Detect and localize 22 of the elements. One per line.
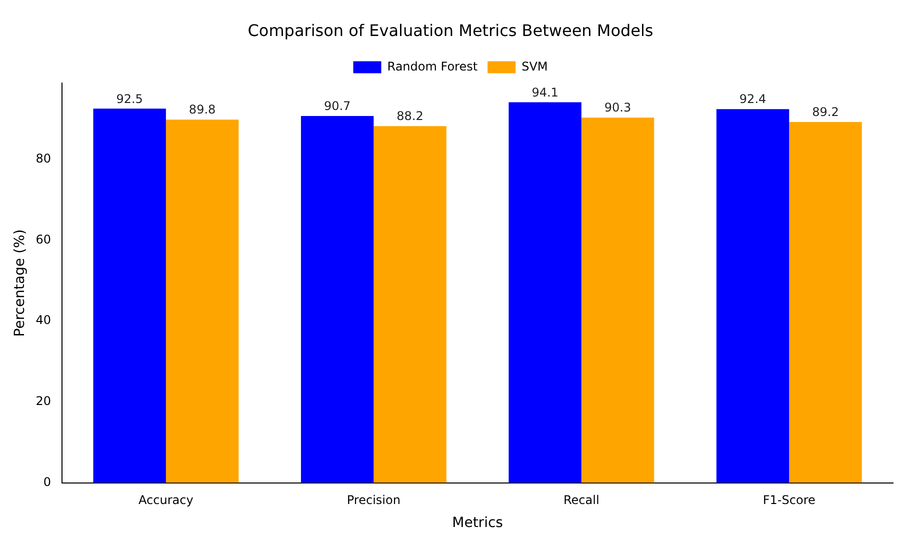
y-tick-label: 80	[36, 151, 52, 166]
data-label: 92.4	[739, 92, 766, 106]
y-tick-label: 40	[36, 313, 52, 328]
x-axis-title: Metrics	[452, 515, 503, 532]
x-tick-label: Precision	[346, 493, 400, 508]
legend-label: SVM	[522, 59, 548, 74]
y-axis-title: Percentage (%)	[12, 229, 28, 337]
data-label: 88.2	[396, 109, 424, 124]
y-tick-label: 0	[43, 474, 52, 489]
data-label: 89.8	[188, 102, 216, 117]
data-label: 90.3	[604, 100, 632, 115]
y-tick-label: 60	[36, 232, 52, 246]
data-label: 94.1	[532, 85, 558, 100]
x-tick-label: F1-Score	[762, 493, 816, 508]
data-label: 92.5	[116, 92, 143, 106]
x-tick-label: Recall	[563, 493, 600, 508]
x-tick-label: Accuracy	[138, 493, 194, 508]
chart-title: Comparison of Evaluation Metrics Between Models	[248, 20, 654, 40]
data-label: 89.2	[812, 105, 839, 120]
y-tick-label: 20	[36, 394, 52, 408]
data-label: 90.7	[324, 99, 351, 114]
legend-label: Random Forest	[387, 59, 478, 74]
